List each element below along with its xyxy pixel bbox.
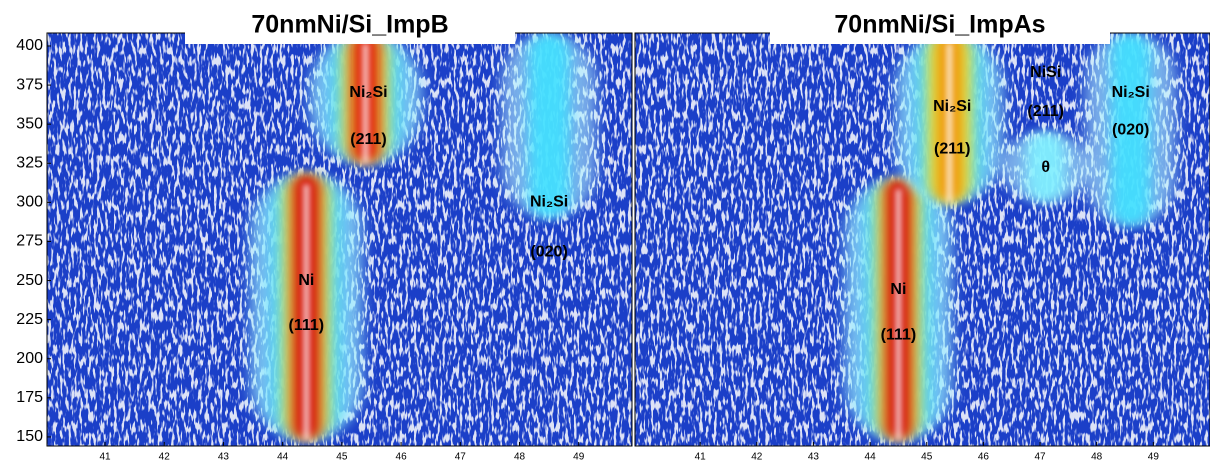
annotation: Ni₂Si — [933, 98, 971, 115]
y-tick-label: 400 — [16, 37, 43, 54]
ridge-band — [528, 33, 570, 218]
y-tick-label: 200 — [16, 350, 43, 367]
x-tick-label: 43 — [218, 452, 230, 463]
x-tick-label: 49 — [1148, 452, 1160, 463]
x-tick-label: 42 — [159, 452, 171, 463]
annotation: Ni — [890, 281, 906, 298]
x-tick-label: 46 — [396, 452, 408, 463]
annotation: (211) — [1027, 103, 1063, 120]
x-tick-label: 48 — [1091, 452, 1103, 463]
y-tick-label: 375 — [16, 76, 43, 93]
y-tick-label: 300 — [16, 194, 43, 211]
ridge-band — [1025, 131, 1066, 203]
annotation: Ni₂Si — [1112, 84, 1150, 101]
x-tick-label: 45 — [921, 452, 933, 463]
ridge-core — [302, 184, 310, 441]
x-tick-label: 46 — [978, 452, 990, 463]
y-tick-label: 275 — [16, 233, 43, 250]
x-tick-label: 43 — [808, 452, 820, 463]
ridge-core — [946, 43, 953, 203]
ridge — [250, 174, 363, 441]
plot-area — [47, 33, 632, 446]
ridge — [895, 33, 1004, 203]
ridge — [844, 178, 953, 441]
ridge-core — [362, 43, 370, 164]
x-tick-label: 48 — [514, 452, 526, 463]
annotation: (211) — [934, 140, 970, 157]
annotation: NiSi — [1030, 64, 1061, 81]
annotation: (211) — [350, 131, 386, 148]
y-tick-label: 250 — [16, 272, 43, 289]
x-tick-label: 47 — [1034, 452, 1046, 463]
plot-area — [635, 33, 1210, 446]
annotation: (020) — [530, 244, 567, 261]
chart-title: 70nmNi/Si_ImpAs — [834, 11, 1045, 39]
annotation: (111) — [289, 317, 325, 334]
ridge — [1000, 131, 1092, 203]
annotation: θ — [1041, 159, 1050, 176]
title-box — [185, 4, 515, 44]
x-tick-label: 45 — [336, 452, 348, 463]
annotation: Ni₂Si — [530, 194, 568, 211]
chart-title: 70nmNi/Si_ImpB — [251, 11, 448, 39]
x-tick-label: 42 — [751, 452, 763, 463]
ridge — [501, 33, 597, 218]
annotation: Ni₂Si — [349, 84, 387, 101]
ridge — [309, 33, 422, 164]
x-tick-label: 47 — [455, 452, 467, 463]
annotation: (111) — [881, 327, 917, 344]
ridge — [1085, 33, 1177, 226]
x-tick-label: 44 — [277, 452, 289, 463]
x-tick-label: 44 — [865, 452, 877, 463]
y-tick-label: 175 — [16, 389, 43, 406]
y-tick-label: 350 — [16, 115, 43, 132]
x-tick-label: 41 — [99, 452, 111, 463]
ridge-band — [1110, 33, 1151, 226]
ridge-core — [895, 188, 902, 441]
y-tick-label: 325 — [16, 154, 43, 171]
x-tick-label: 41 — [695, 452, 707, 463]
y-tick-label: 150 — [16, 428, 43, 445]
annotation: (020) — [1112, 122, 1149, 139]
y-tick-label: 225 — [16, 311, 43, 328]
x-tick-label: 49 — [573, 452, 585, 463]
title-box — [770, 4, 1110, 44]
annotation: Ni — [298, 272, 314, 289]
